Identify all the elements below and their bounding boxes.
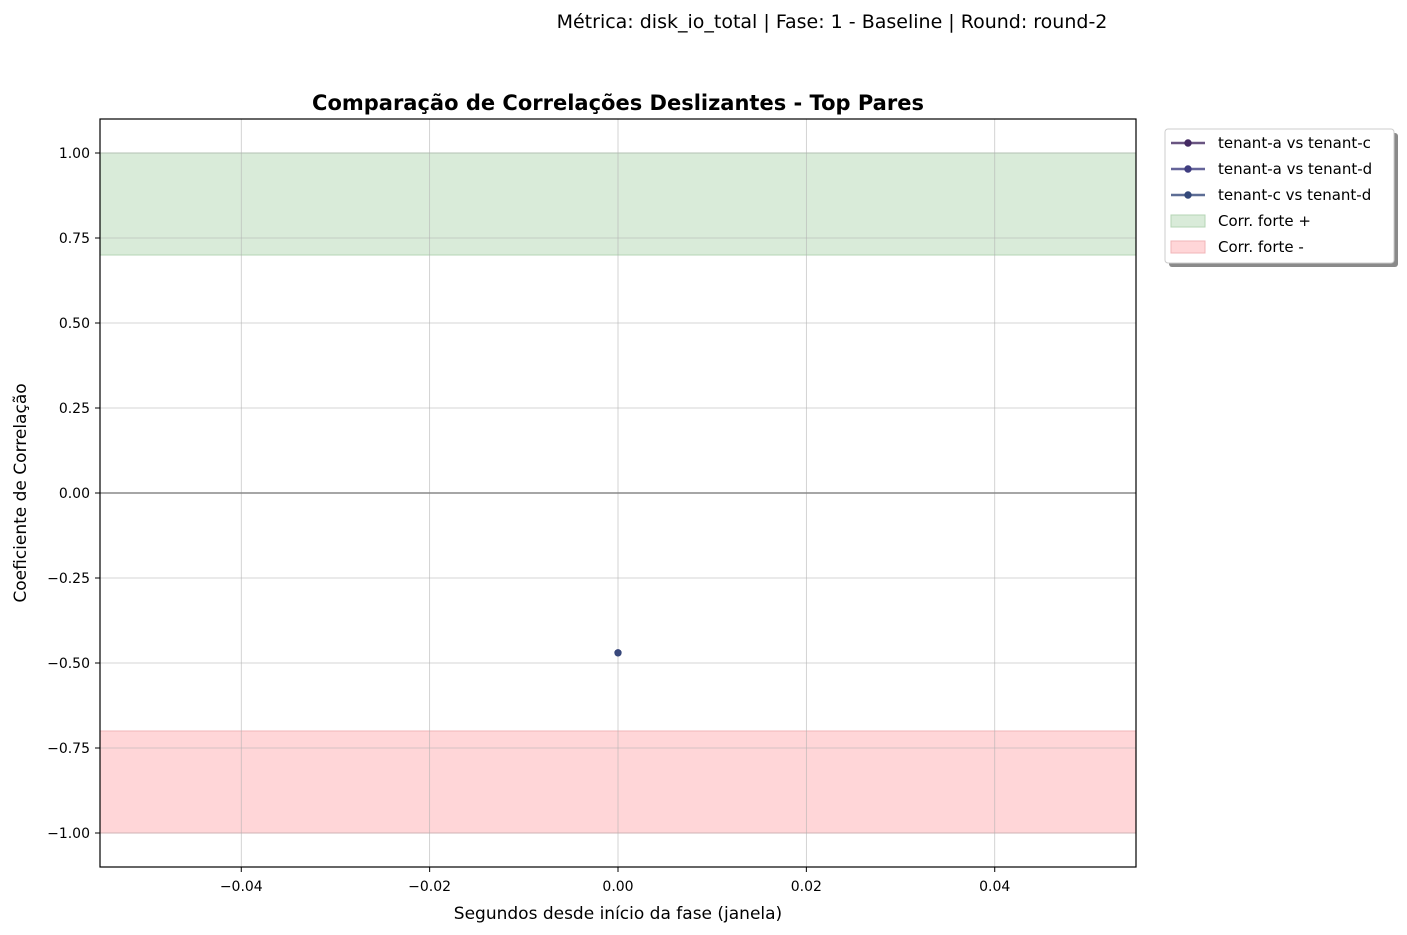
y-tick-label: −0.50 <box>47 656 90 672</box>
x-tick-label: −0.04 <box>220 879 263 895</box>
legend-patch <box>1170 214 1206 228</box>
data-point <box>614 649 622 657</box>
legend-label: tenant-a vs tenant-c <box>1218 134 1371 152</box>
legend-patch <box>1170 240 1206 254</box>
y-tick-label: 0.00 <box>59 486 90 502</box>
x-tick-label: −0.02 <box>408 879 451 895</box>
y-tick-label: −0.75 <box>47 741 90 757</box>
legend-label: Corr. forte + <box>1218 212 1311 230</box>
legend-label: tenant-a vs tenant-d <box>1218 160 1372 178</box>
legend-marker <box>1184 191 1192 199</box>
y-tick-label: 0.50 <box>59 316 90 332</box>
plot-area: −0.04 −0.02 0.00 0.02 0.04 1.00 0.75 0.50 0.25 0.… <box>47 118 1137 895</box>
x-tick-label: 0.04 <box>979 879 1010 895</box>
chart-title: Comparação de Correlações Deslizantes - … <box>312 91 924 115</box>
legend-label: Corr. forte - <box>1218 238 1304 256</box>
legend-marker <box>1184 139 1192 147</box>
legend-marker <box>1184 165 1192 173</box>
legend-box <box>1164 128 1395 264</box>
y-tick-label: −0.25 <box>47 571 90 587</box>
legend: tenant-a vs tenant-c tenant-a vs tenant-d… <box>1164 128 1398 267</box>
y-tick-label: 1.00 <box>59 146 90 162</box>
y-axis-label: Coeficiente de Correlação <box>11 383 31 602</box>
y-tick-label: 0.75 <box>59 231 90 247</box>
x-axis-label: Segundos desde início da fase (janela) <box>454 904 782 924</box>
x-tick-label: 0.00 <box>602 879 633 895</box>
x-tick-label: 0.02 <box>791 879 822 895</box>
legend-label: tenant-c vs tenant-d <box>1218 186 1371 204</box>
chart-suptitle: Métrica: disk_io_total | Fase: 1 - Basel… <box>557 11 1108 33</box>
y-tick-label: 0.25 <box>59 401 90 417</box>
y-tick-label: −1.00 <box>47 826 90 842</box>
